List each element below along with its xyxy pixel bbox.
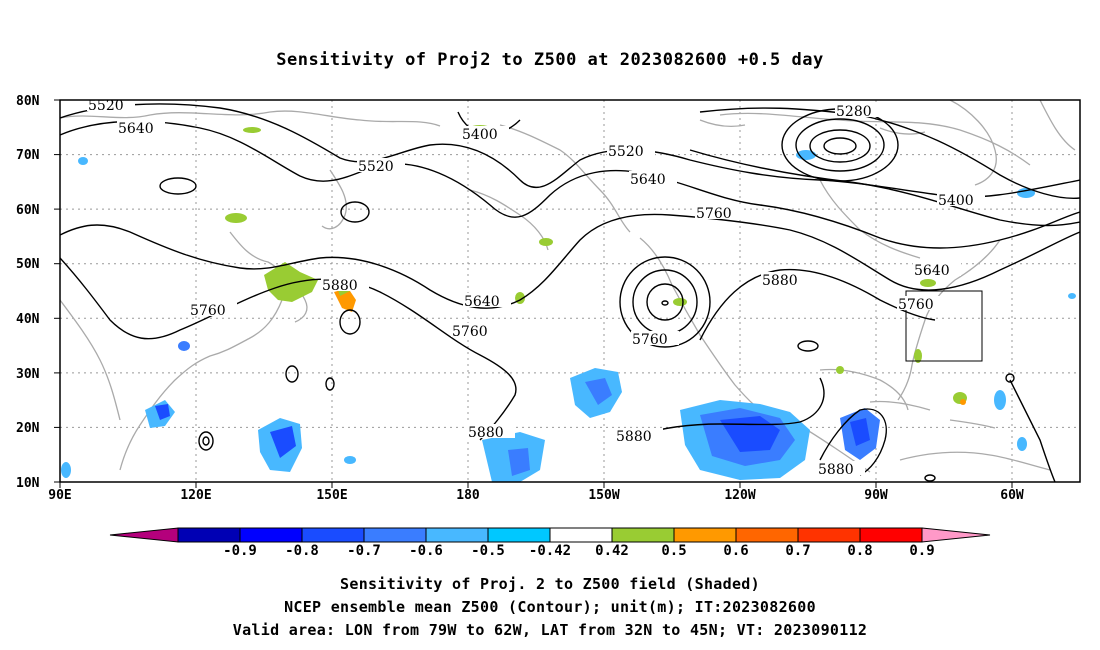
svg-text:5640: 5640: [630, 172, 666, 188]
svg-text:5880: 5880: [818, 462, 854, 478]
colorbar-end-triangle: [921, 527, 991, 543]
axis-ticks: [54, 99, 1013, 488]
svg-text:5640: 5640: [118, 121, 154, 137]
contour-label: 5760: [189, 302, 237, 319]
map-border: [59, 99, 1081, 483]
svg-text:5880: 5880: [322, 278, 358, 294]
colorbar-box: [239, 527, 303, 543]
lon-label: 180: [456, 488, 480, 503]
contour-label: 5520: [607, 143, 655, 160]
footer-line-1: Sensitivity of Proj. 2 to Z500 field (Sh…: [340, 575, 760, 593]
contour-label: 5640: [463, 293, 511, 310]
colorbar-tick-label: 0.7: [785, 543, 811, 559]
colorbar-box: [611, 527, 675, 543]
contour-label: 5880: [761, 272, 809, 289]
svg-text:5880: 5880: [468, 425, 504, 441]
svg-text:5640: 5640: [914, 263, 950, 279]
colorbar-box: [425, 527, 489, 543]
colorbar-tick-label: -0.42: [528, 543, 572, 559]
colorbar-tick-label: 0.9: [909, 543, 935, 559]
colorbar: [109, 527, 991, 543]
contour-label: 5880: [817, 461, 865, 478]
footer-line-3: Valid area: LON from 79W to 62W, LAT fro…: [232, 621, 868, 639]
colorbar-tick-label: -0.7: [347, 543, 381, 559]
footer-line-2: NCEP ensemble mean Z500 (Contour); unit(…: [284, 598, 816, 616]
contour-label: 5760: [695, 205, 743, 222]
svg-text:5880: 5880: [762, 273, 798, 289]
contour-label: 5400: [461, 126, 509, 143]
svg-text:5760: 5760: [452, 324, 488, 340]
svg-text:5520: 5520: [88, 98, 124, 114]
colorbar-tick-label: -0.8: [285, 543, 319, 559]
lon-label: 90W: [864, 488, 888, 503]
contour-label: 5280: [835, 103, 883, 120]
map-title: Sensitivity of Proj2 to Z500 at 20230826…: [276, 50, 824, 70]
colorbar-box: [549, 527, 613, 543]
contour-label: 5400: [937, 192, 985, 209]
svg-text:5760: 5760: [632, 332, 668, 348]
colorbar-box: [859, 527, 923, 543]
svg-text:5400: 5400: [462, 127, 498, 143]
lat-label: 20N: [16, 421, 40, 436]
contour-label: 5880: [321, 277, 369, 294]
lon-label: 120W: [724, 488, 755, 503]
lat-label: 70N: [16, 148, 40, 163]
coastlines: [60, 100, 1076, 473]
contour-label: 5640: [117, 120, 165, 137]
lon-label: 90E: [48, 488, 71, 503]
svg-text:5520: 5520: [358, 159, 394, 175]
svg-text:5880: 5880: [616, 429, 652, 445]
longitude-labels: 90E 120E 150E 180 150W 120W 90W 60W: [48, 488, 1024, 503]
svg-text:5400: 5400: [938, 193, 974, 209]
contour-label: 5640: [913, 262, 961, 279]
lat-label: 10N: [16, 476, 40, 491]
colorbar-box: [797, 527, 861, 543]
colorbar-tick-label: -0.5: [471, 543, 505, 559]
colorbar-box: [363, 527, 427, 543]
contour-label: 5880: [615, 428, 663, 445]
svg-text:5280: 5280: [836, 104, 872, 120]
contour-label: 5640: [629, 171, 677, 188]
contour-label: 5520: [357, 158, 405, 175]
colorbar-box: [735, 527, 799, 543]
lon-label: 150E: [316, 488, 347, 503]
colorbar-end-triangle: [109, 527, 179, 543]
lat-label: 50N: [16, 257, 40, 272]
contour-label: 5760: [451, 323, 499, 340]
svg-text:5760: 5760: [696, 206, 732, 222]
svg-text:5760: 5760: [190, 303, 226, 319]
latitude-labels: 80N 70N 60N 50N 40N 30N 20N 10N: [16, 94, 40, 491]
contour-labels: 5520 5640 5520 5400 5280 5520 5640 5760 …: [87, 97, 985, 478]
lon-label: 150W: [588, 488, 619, 503]
lat-label: 60N: [16, 203, 40, 218]
contour-label: 5760: [631, 331, 679, 348]
svg-text:5760: 5760: [898, 297, 934, 313]
contour-label: 5880: [467, 424, 515, 441]
colorbar-box: [177, 527, 241, 543]
colorbar-box: [673, 527, 737, 543]
svg-text:5520: 5520: [608, 144, 644, 160]
lon-label: 60W: [1000, 488, 1024, 503]
colorbar-tick-label: 0.42: [595, 543, 629, 559]
colorbar-tick-label: -0.6: [409, 543, 443, 559]
colorbar-box: [301, 527, 365, 543]
sensitivity-shading: [61, 125, 1076, 482]
lat-label: 40N: [16, 312, 40, 327]
colorbar-tick-label: 0.6: [723, 543, 749, 559]
colorbar-tick-label: 0.8: [847, 543, 873, 559]
lat-label: 80N: [16, 94, 40, 109]
contour-label: 5760: [897, 296, 945, 313]
valid-area-box: [905, 290, 983, 362]
colorbar-tick-label: -0.9: [223, 543, 257, 559]
svg-text:5640: 5640: [464, 294, 500, 310]
colorbar-box: [487, 527, 551, 543]
lat-label: 30N: [16, 367, 40, 382]
lon-label: 120E: [180, 488, 211, 503]
colorbar-tick-label: 0.5: [661, 543, 687, 559]
